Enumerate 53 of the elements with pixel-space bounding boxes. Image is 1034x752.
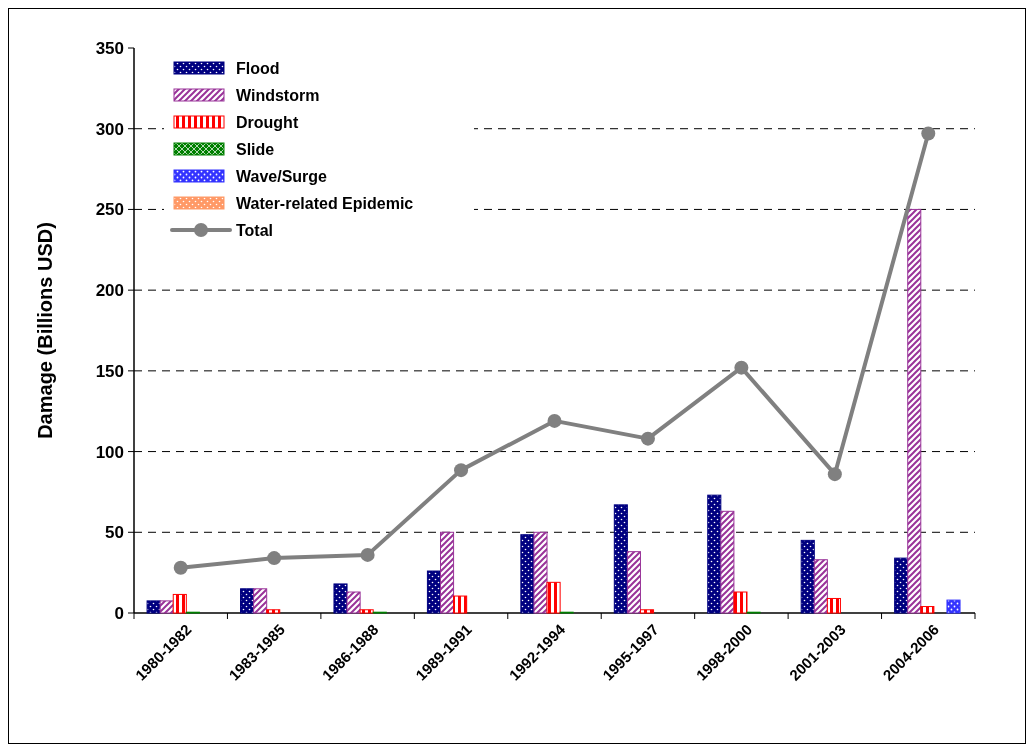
point — [640, 431, 655, 446]
bar — [520, 534, 535, 614]
bar — [346, 591, 361, 614]
legend-label: Flood — [236, 59, 280, 77]
y-tick-label: 0 — [114, 603, 124, 623]
bar — [146, 600, 161, 614]
bar — [720, 510, 735, 614]
y-tick-label: 250 — [95, 200, 124, 220]
y-tick-label: 150 — [95, 361, 124, 381]
bar — [826, 597, 841, 614]
bar — [920, 606, 935, 614]
legend-label: Drought — [236, 113, 299, 131]
bar — [359, 609, 374, 614]
bar — [613, 504, 628, 614]
point — [454, 463, 469, 478]
point — [827, 467, 842, 482]
bar — [626, 551, 641, 614]
point — [921, 126, 936, 141]
legend-label: Windstorm — [236, 86, 320, 104]
bar — [946, 599, 961, 614]
bar — [426, 570, 441, 614]
bar — [894, 557, 909, 614]
y-tick-label: 350 — [95, 38, 124, 58]
bar — [266, 609, 281, 614]
y-tick-label: 300 — [95, 119, 124, 139]
bar — [533, 531, 548, 614]
bar — [453, 595, 468, 614]
y-tick-label: 200 — [95, 281, 124, 301]
point — [547, 413, 562, 428]
bar — [546, 581, 561, 614]
bar — [907, 208, 922, 614]
bar — [253, 588, 268, 614]
bar — [440, 531, 455, 614]
legend-label: Wave/Surge — [236, 167, 328, 185]
point — [360, 547, 375, 562]
bar — [800, 539, 815, 614]
y-axis-title: Damage (Billions USD) — [34, 222, 56, 439]
point — [734, 360, 749, 375]
bar — [159, 600, 174, 614]
legend-label: Total — [236, 221, 274, 239]
bar — [639, 609, 655, 614]
bar — [733, 591, 748, 614]
bar — [333, 583, 348, 614]
point — [267, 551, 282, 566]
bar — [707, 494, 722, 614]
legend-label: Water-related Epidemic — [236, 194, 414, 212]
bar — [813, 559, 828, 614]
bar — [172, 593, 187, 614]
bar — [240, 588, 255, 614]
y-tick-label: 100 — [95, 442, 124, 462]
y-tick-label: 50 — [105, 523, 124, 543]
point — [173, 560, 188, 575]
legend-label: Slide — [236, 140, 275, 158]
